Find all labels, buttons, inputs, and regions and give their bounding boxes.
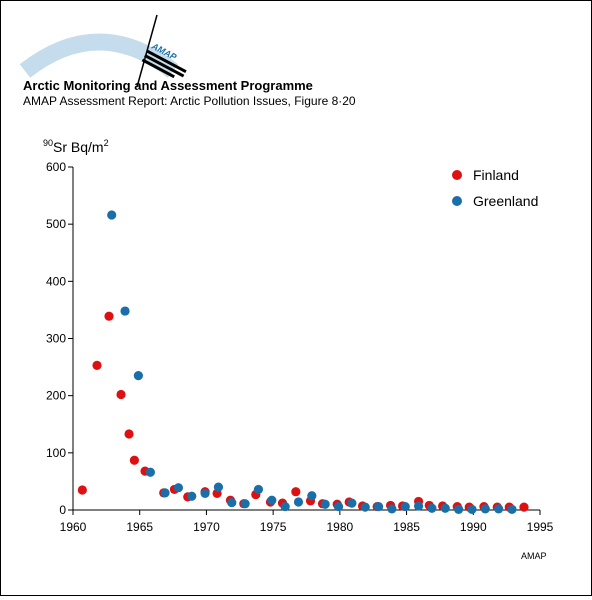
data-points [77,210,529,515]
point-greenland [200,488,210,499]
x-tick-label: 1970 [193,520,220,534]
point-greenland [145,467,155,477]
y-tick-label: 300 [46,332,66,346]
x-tick-label: 1960 [60,520,87,534]
point-greenland [467,504,477,515]
point-greenland [494,504,504,514]
header-title: Arctic Monitoring and Assessment Program… [23,78,313,93]
y-axis-label: 90Sr Bq/m2 [43,138,109,155]
legend-finland-label: Finland [473,167,519,183]
legend-greenland-marker [452,196,462,206]
legend: Finland Greenland [452,167,538,209]
y-axis-label-prefix: 90 [43,138,53,148]
y-tick-label: 0 [59,503,66,517]
y-tick-label: 600 [46,160,66,174]
point-greenland [293,497,304,507]
logo-text-group: AMAP [141,40,187,79]
point-finland [124,429,134,439]
point-greenland [173,483,184,493]
x-tick-label: 1965 [126,520,153,534]
legend-finland-marker [452,170,462,180]
point-greenland [120,306,130,316]
y-tick-label: 100 [46,446,66,460]
point-greenland [360,502,370,512]
footer-credit: AMAP [521,551,547,561]
point-finland [129,455,139,465]
y-tick-label: 200 [46,389,66,403]
y-ticks: 0 100 200 300 400 500 600 [46,160,73,517]
y-axis-label-main: Sr Bq/m [53,139,104,155]
x-ticks: 1960 1965 1970 1975 1980 1985 1990 1995 [60,510,554,534]
x-tick-label: 1985 [393,520,420,534]
y-tick-label: 400 [46,274,66,288]
point-greenland [333,501,344,512]
logo-tagline-bar-2 [144,54,185,78]
point-finland [291,487,301,497]
point-greenland [280,501,290,512]
x-tick-label: 1980 [327,520,354,534]
point-greenland [253,484,264,495]
y-tick-label: 500 [46,217,66,231]
logo-tagline-bar-3 [141,58,175,79]
point-greenland [454,504,464,515]
point-greenland [413,501,424,511]
point-finland [104,311,114,321]
x-tick-label: 1990 [460,520,487,534]
header-subtitle: AMAP Assessment Report: Arctic Pollution… [23,94,356,108]
legend-greenland-label: Greenland [473,193,538,209]
point-greenland [267,495,277,505]
point-greenland [187,491,197,501]
point-greenland [320,499,330,509]
point-greenland [107,210,117,220]
point-finland [116,389,126,400]
point-greenland [400,501,410,512]
point-finland [77,485,87,495]
point-greenland [227,497,237,508]
point-greenland [133,371,143,381]
point-greenland [373,501,384,512]
amap-logo: AMAP [19,14,187,88]
point-greenland [307,491,317,501]
point-greenland [240,499,250,509]
logo-slash [136,14,158,88]
logo-tagline-bar [146,49,187,74]
point-greenland [160,488,170,498]
y-axis-label-sup: 2 [104,138,109,148]
point-greenland [387,504,397,514]
x-tick-label: 1995 [527,520,554,534]
point-greenland [213,482,224,492]
x-tick-label: 1975 [260,520,287,534]
point-greenland [427,503,437,513]
point-finland [519,502,529,512]
point-greenland [507,504,517,515]
point-finland [92,360,102,370]
point-greenland [347,498,357,508]
logo-arc [19,33,179,78]
point-greenland [480,504,490,514]
point-greenland [440,503,450,513]
